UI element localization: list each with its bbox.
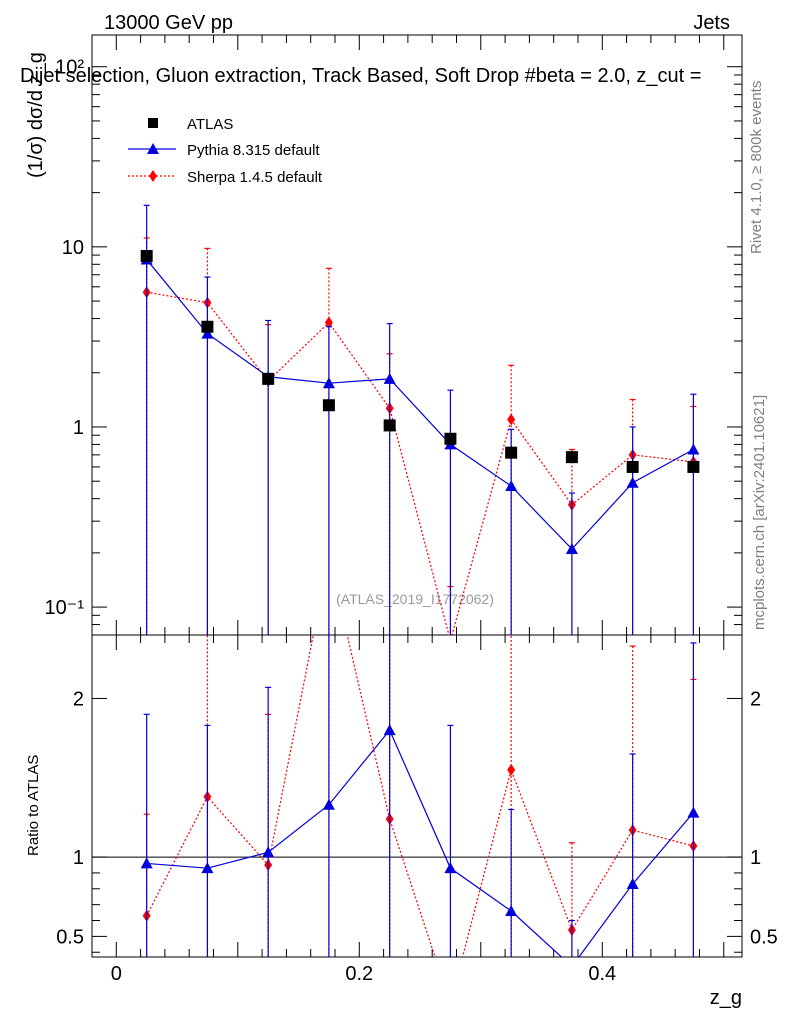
y-tick-label: 10⁻¹: [45, 597, 85, 619]
atlas-data-point: [505, 446, 518, 459]
y-tick-label: 10: [62, 237, 84, 259]
atlas-data-point: [201, 320, 214, 333]
main-axis-ticks: 10⁻¹ 1 10 10²: [45, 57, 742, 636]
pythia-ratio-point: [322, 798, 335, 810]
analysis-watermark: (ATLAS_2019_I1772062): [336, 591, 494, 607]
header-process-label: Jets: [693, 12, 730, 34]
sherpa-ratio-point: [446, 998, 454, 1010]
pythia-point: [505, 480, 518, 492]
legend-marker-pythia: [147, 143, 159, 154]
legend-label-atlas: ATLAS: [187, 116, 233, 133]
sherpa-ratio-point: [507, 763, 516, 776]
ratio-tick-label-right: 2: [750, 688, 761, 710]
pythia-point: [565, 543, 578, 555]
atlas-data-point: [444, 432, 457, 445]
ratio-data-layer: [140, 635, 700, 1010]
pythia-ratio-point: [201, 862, 214, 874]
rivet-version-label: Rivet 4.1.0, ≥ 800k events: [748, 81, 765, 254]
x-tick-label: 0: [111, 963, 122, 985]
legend-marker-atlas: [148, 118, 158, 128]
ratio-tick-label-left: 2: [73, 688, 84, 710]
y-axis-label: (1/σ) dσ/d z_g: [25, 52, 47, 178]
pythia-series-line: [146, 259, 694, 550]
pythia-point: [383, 372, 396, 384]
pythia-point: [322, 377, 335, 389]
sherpa-series-line: [146, 291, 694, 635]
pythia-point: [687, 443, 700, 455]
pythia-ratio-point: [140, 857, 153, 869]
legend-label-sherpa: Sherpa 1.4.5 default: [187, 169, 323, 186]
pythia-ratio-line: [146, 729, 694, 957]
header-energy-label: 13000 GeV pp: [104, 12, 233, 34]
pythia-ratio-point: [687, 806, 700, 818]
ratio-plot-frame: [91, 634, 743, 958]
ratio-tick-label-right: 0.5: [750, 926, 778, 948]
atlas-data-point: [322, 399, 335, 412]
x-axis-label: z_g: [710, 987, 742, 1009]
mcplots-url-label: mcplots.cern.ch [arXiv:2401.10621]: [751, 395, 768, 630]
y-tick-label: 1: [73, 417, 84, 439]
pythia-ratio-point: [444, 862, 457, 874]
pythia-ratio-point: [505, 905, 518, 916]
legend-marker-sherpa: [149, 170, 157, 182]
main-data-layer: [140, 204, 700, 635]
x-axis-ticks: 0 0.2 0.4: [111, 35, 725, 985]
pythia-point: [626, 476, 639, 488]
pythia-ratio-point: [566, 961, 578, 972]
atlas-data-point: [262, 372, 275, 385]
x-tick-label: 0.4: [588, 963, 616, 985]
ratio-tick-label-right: 1: [750, 847, 761, 869]
sherpa-point: [507, 413, 516, 426]
ratio-tick-label-left: 0.5: [56, 926, 84, 948]
atlas-data-point: [626, 460, 639, 473]
x-tick-label: 0.2: [345, 963, 373, 985]
pythia-ratio-point: [262, 846, 275, 858]
ratio-y-axis-label: Ratio to ATLAS: [25, 755, 42, 856]
y-tick-label: 10²: [55, 57, 84, 79]
legend: ATLAS Pythia 8.315 default Sherpa 1.4.5 …: [128, 116, 323, 186]
ratio-tick-label-left: 1: [73, 847, 84, 869]
ratio-axis-ticks: 0.5 0.5 1 1 2 2: [56, 688, 778, 953]
atlas-data-point: [565, 451, 578, 464]
plot-title: Dijet selection, Gluon extraction, Track…: [20, 65, 701, 87]
atlas-data-point: [687, 460, 700, 473]
legend-label-pythia: Pythia 8.315 default: [187, 142, 320, 159]
pythia-point: [201, 327, 214, 339]
sherpa-point: [450, 634, 451, 635]
sherpa-ratio-line: [146, 635, 694, 957]
atlas-data-point: [383, 419, 396, 432]
atlas-data-point: [140, 249, 153, 262]
pythia-ratio-point: [383, 724, 396, 736]
pythia-ratio-point: [626, 878, 639, 890]
sherpa-point: [324, 316, 333, 329]
